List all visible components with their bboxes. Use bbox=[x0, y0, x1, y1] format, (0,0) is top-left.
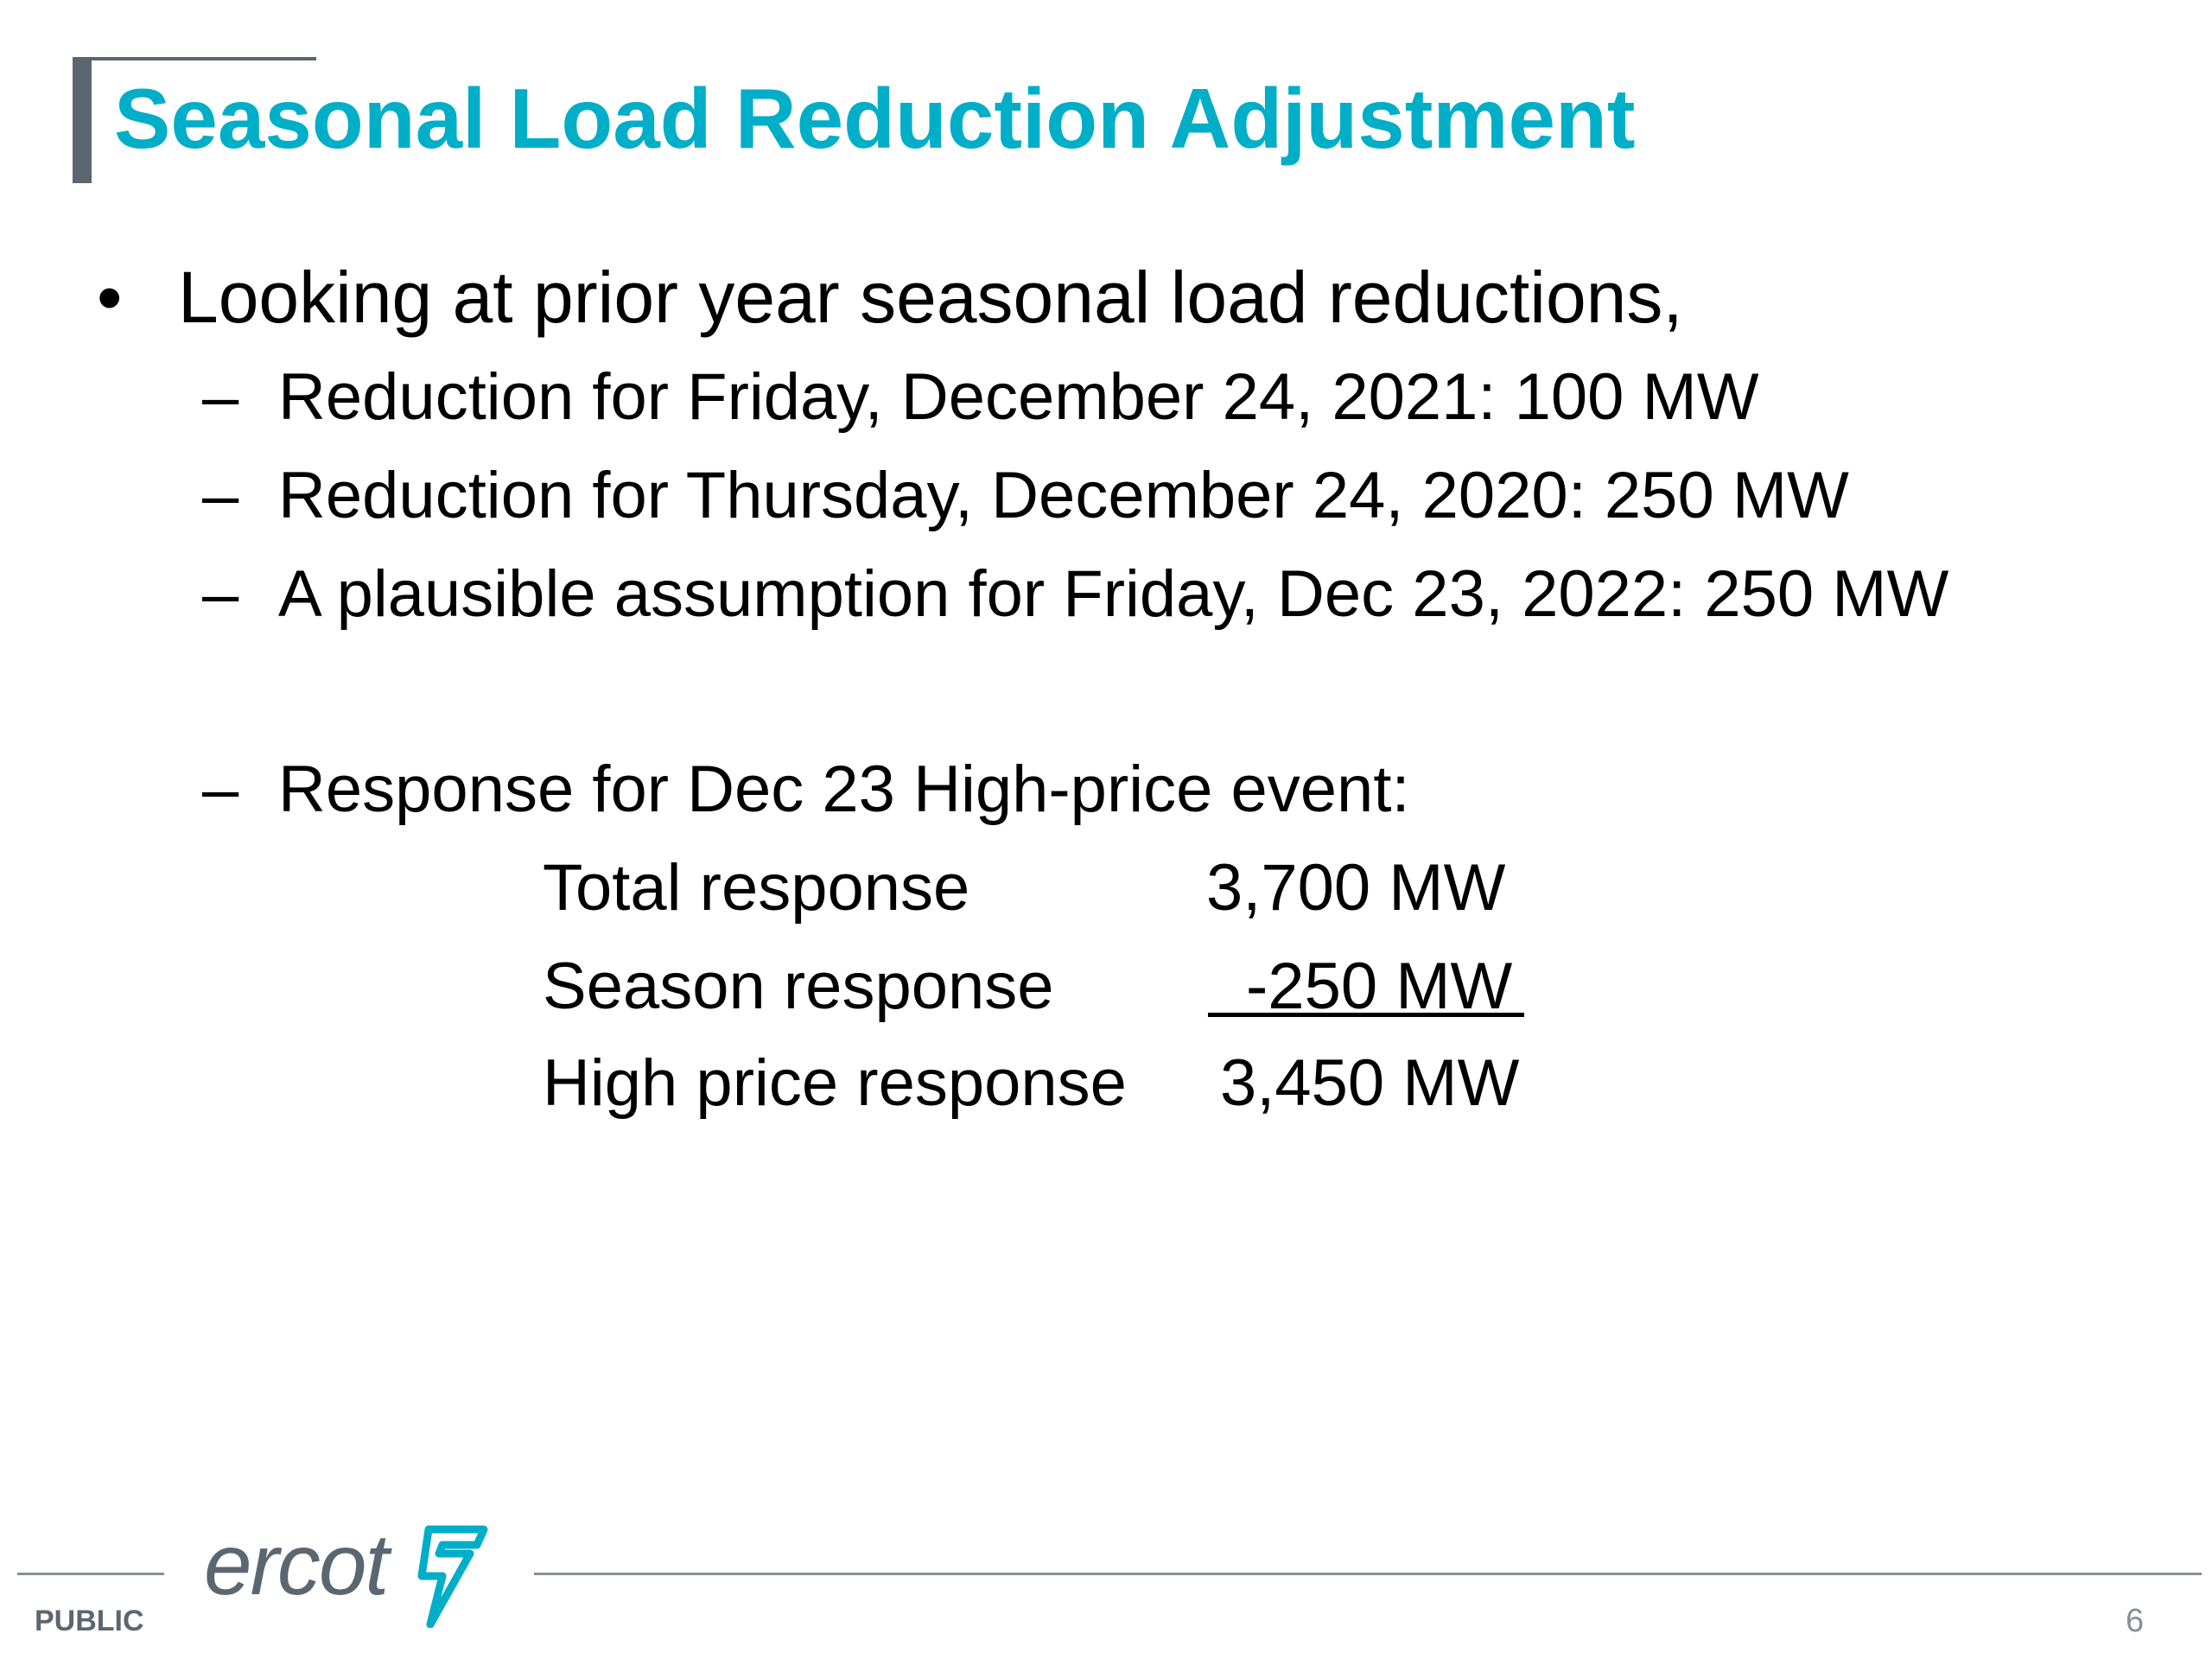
slide-title: Seasonal Load Reduction Adjustment bbox=[114, 71, 1636, 166]
total-response-label: Total response bbox=[543, 851, 970, 925]
bullet-marker: • bbox=[97, 257, 123, 338]
footer-divider-left bbox=[17, 1573, 164, 1575]
sub-bullet-2020: Reduction for Thursday, December 24, 202… bbox=[278, 459, 1849, 532]
classification-label: PUBLIC bbox=[35, 1605, 144, 1637]
lightning-bolt-icon bbox=[417, 1525, 488, 1628]
sub-bullet-dash: – bbox=[202, 360, 239, 434]
season-response-value: -250 MW bbox=[1246, 950, 1513, 1023]
sub-bullet-response-heading: Response for Dec 23 High-price event: bbox=[278, 753, 1410, 826]
sub-bullet-2021: Reduction for Friday, December 24, 2021:… bbox=[278, 360, 1759, 434]
bullet-text: Looking at prior year seasonal load redu… bbox=[178, 257, 1683, 338]
title-accent-bar bbox=[73, 57, 92, 183]
sub-bullet-dash: – bbox=[202, 753, 239, 826]
footer-divider-right bbox=[534, 1573, 2202, 1575]
high-price-response-label: High price response bbox=[543, 1046, 1127, 1120]
sum-underline bbox=[1208, 1013, 1524, 1017]
sub-bullet-2022-assumption: A plausible assumption for Friday, Dec 2… bbox=[278, 557, 1949, 631]
title-accent-top-line bbox=[73, 57, 316, 60]
sub-bullet-dash: – bbox=[202, 459, 239, 532]
total-response-value: 3,700 MW bbox=[1206, 851, 1506, 925]
season-response-label: Season response bbox=[543, 950, 1054, 1023]
high-price-response-value: 3,450 MW bbox=[1220, 1046, 1520, 1120]
page-number: 6 bbox=[2126, 1603, 2145, 1639]
logo-wordmark: ercot bbox=[204, 1516, 389, 1613]
sub-bullet-dash: – bbox=[202, 557, 239, 631]
ercot-logo: ercot bbox=[204, 1517, 498, 1630]
